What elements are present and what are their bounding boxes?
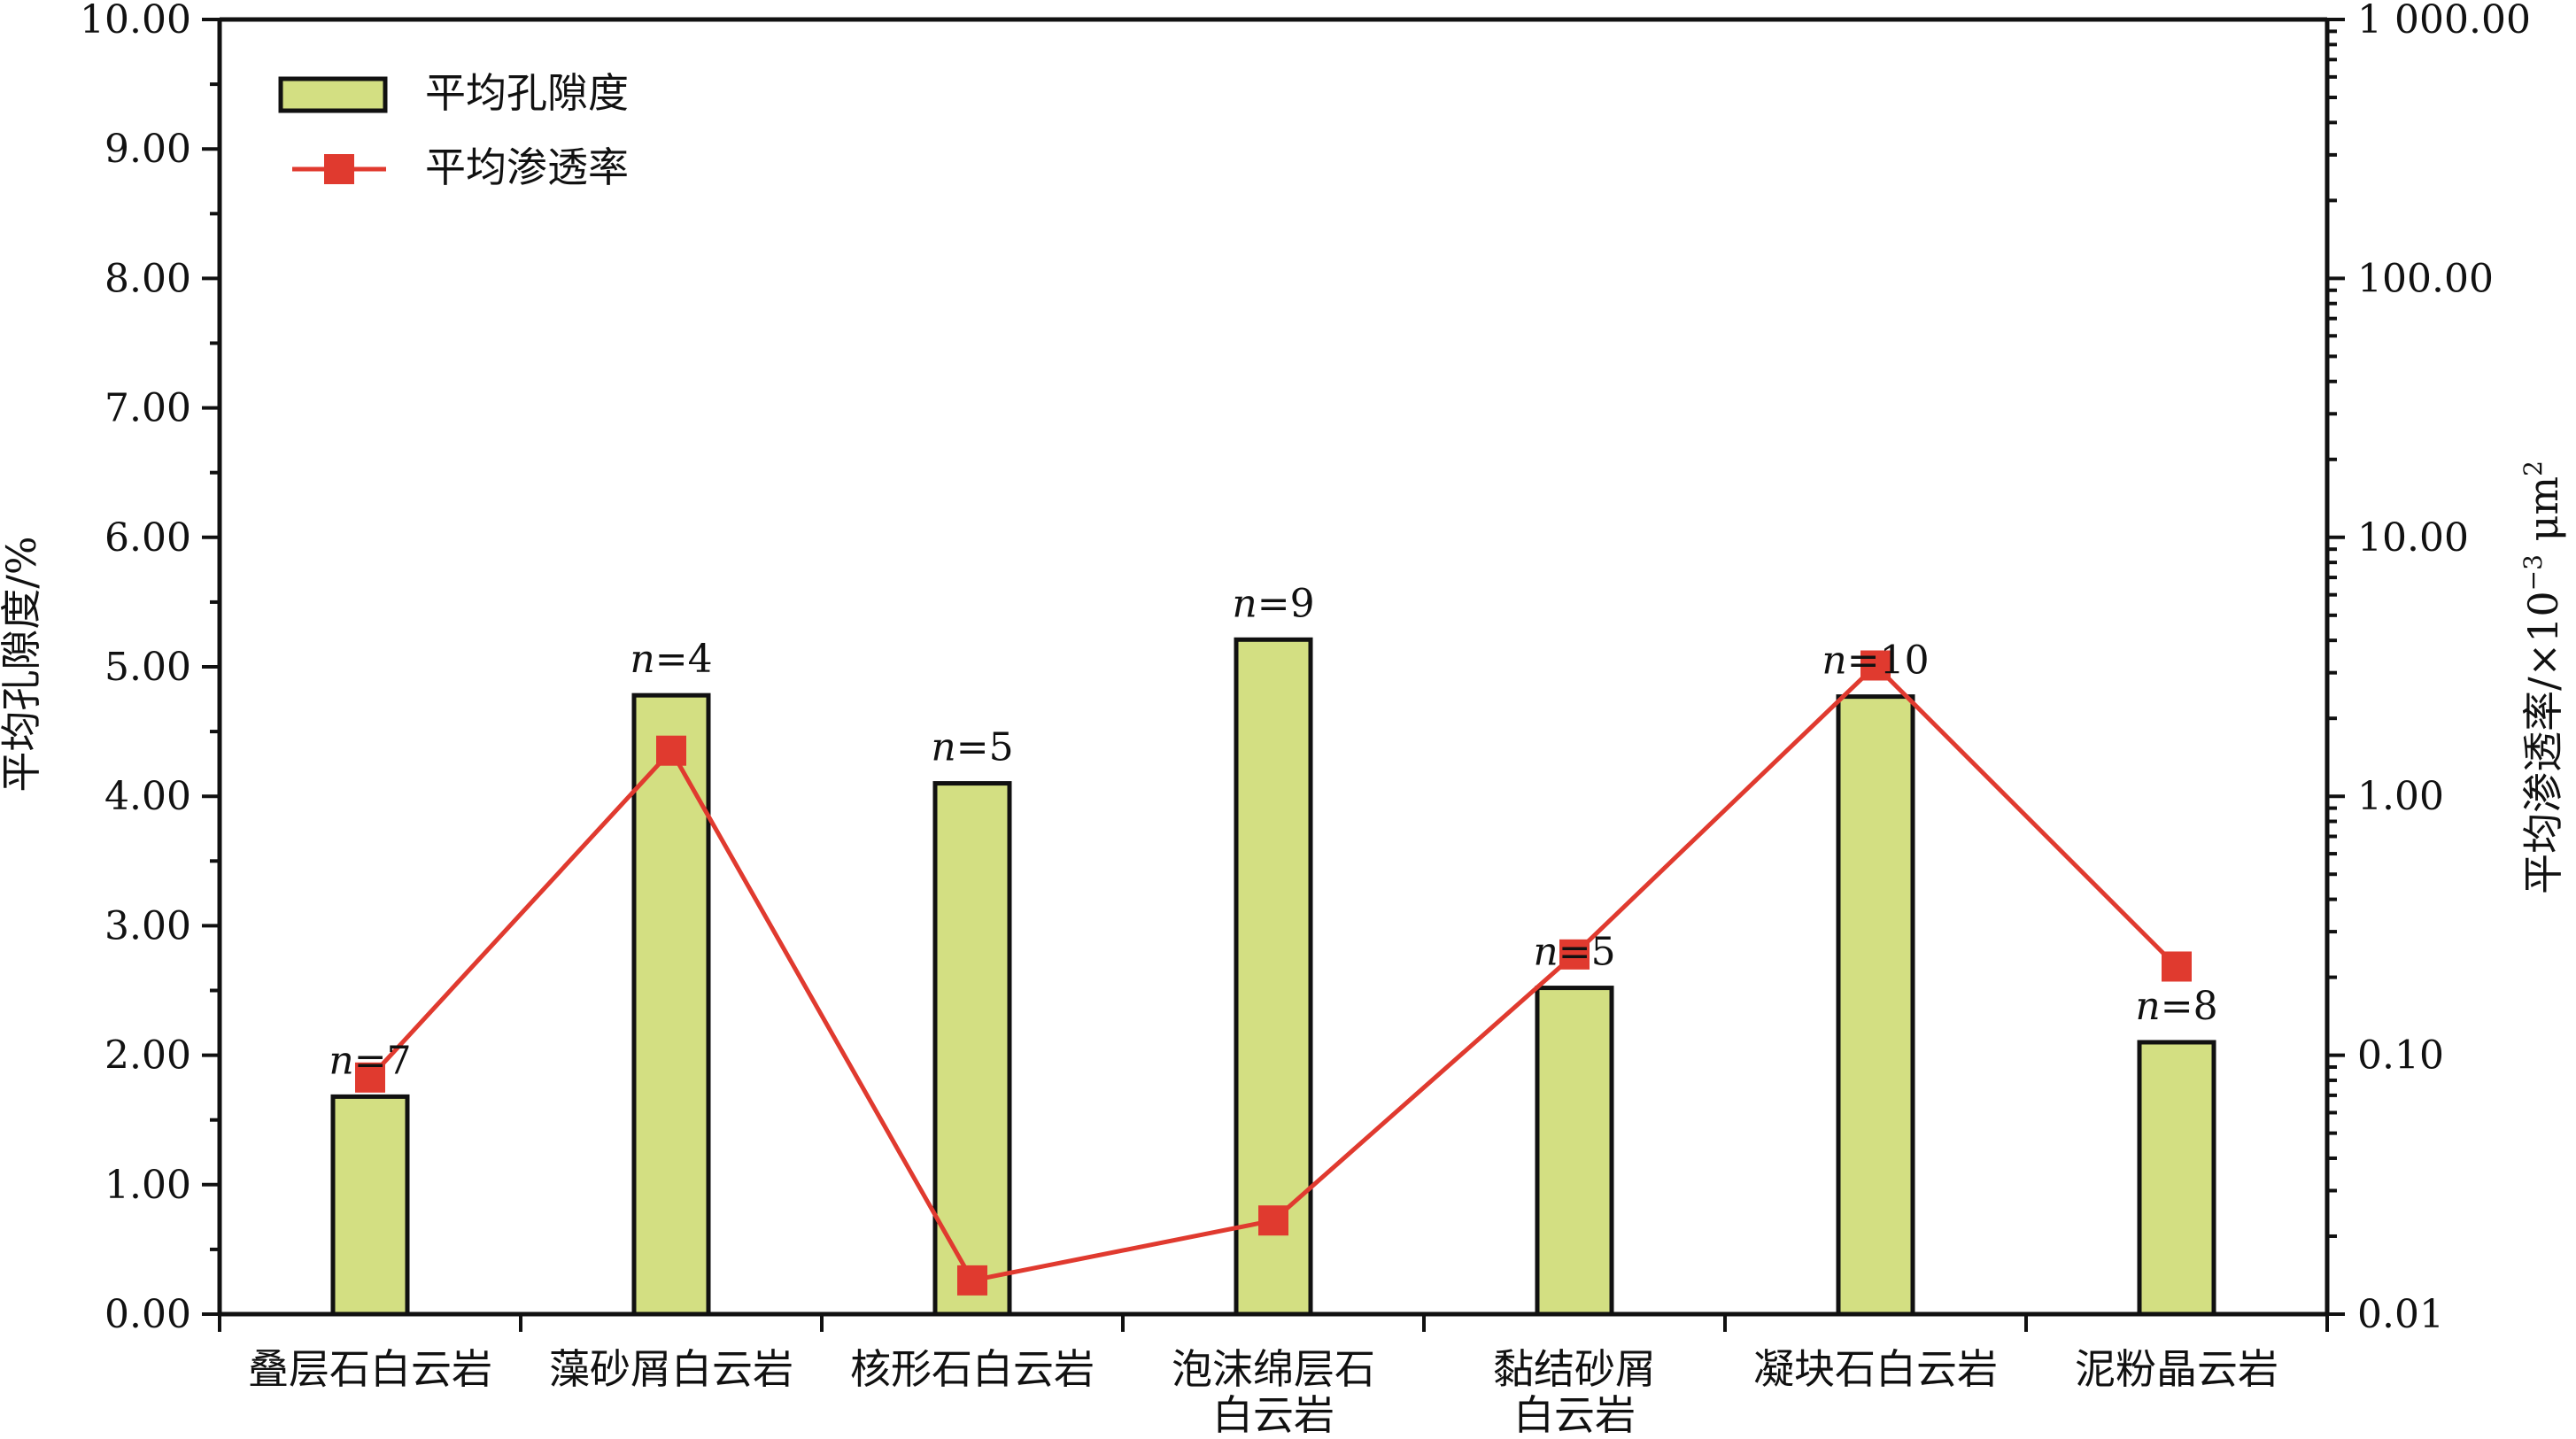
sample-count-symbol: n bbox=[329, 1038, 353, 1083]
legend-bar-swatch bbox=[278, 76, 388, 113]
legend: 平均孔隙度 平均渗透率 bbox=[278, 69, 629, 191]
sample-count-label: n=7 bbox=[329, 1038, 411, 1083]
right-axis-title-unit: μm bbox=[2519, 476, 2567, 554]
left-y-axis: 0.00 1.00 2.00 3.00 4.00 5.00 6.00 7.00 8.00 9.00… bbox=[80, 0, 220, 1337]
right-tick-label: 1 000.00 bbox=[2357, 0, 2531, 43]
porosity-bar bbox=[631, 692, 711, 1317]
permeability-marker bbox=[1559, 939, 1590, 970]
left-tick-label: 5.00 bbox=[104, 645, 191, 690]
sample-count-value: =8 bbox=[2161, 984, 2218, 1029]
porosity-bar bbox=[1535, 986, 1614, 1317]
right-axis-title-main: 平均渗透率/×10 bbox=[2519, 591, 2567, 894]
sample-count-label: n=10 bbox=[1822, 638, 1929, 684]
legend-line-marker bbox=[324, 154, 354, 184]
porosity-bar bbox=[1836, 694, 1915, 1317]
left-tick-label: 10.00 bbox=[80, 0, 191, 43]
permeability-marker bbox=[355, 1062, 385, 1093]
x-axis: 叠层石白云岩 藻砂屑白云岩 核形石白云岩 泡沫绵层石白云岩黏结砂屑白云岩凝块石白云岩泥… bbox=[218, 1314, 2329, 1439]
legend-line-label: 平均渗透率 bbox=[425, 143, 629, 191]
x-category-label: 凝块石白云岩 bbox=[1753, 1345, 1998, 1393]
sample-count-label: n=5 bbox=[931, 725, 1013, 770]
sample-count-value: =7 bbox=[354, 1038, 412, 1083]
sample-count-symbol: n bbox=[1533, 930, 1558, 975]
left-tick-label: 3.00 bbox=[104, 903, 191, 948]
left-tick-label: 2.00 bbox=[104, 1033, 191, 1079]
left-tick-label: 6.00 bbox=[104, 515, 191, 561]
sample-count-value: =5 bbox=[956, 725, 1014, 770]
line-series bbox=[355, 650, 2192, 1296]
sample-count-label: n=5 bbox=[1533, 930, 1615, 975]
x-category-label: 泥粉晶云岩 bbox=[2075, 1345, 2278, 1393]
porosity-bar bbox=[932, 781, 1012, 1317]
left-tick-label: 9.00 bbox=[104, 127, 191, 172]
right-tick-label: 100.00 bbox=[2357, 256, 2494, 301]
right-axis-title-sup2: 2 bbox=[2518, 460, 2548, 476]
right-axis-title: 平均渗透率/×10−3 μm2 bbox=[2518, 460, 2567, 894]
legend-bar-label: 平均孔隙度 bbox=[425, 69, 629, 117]
right-axis-title-sup1: −3 bbox=[2518, 554, 2548, 591]
sample-count-symbol: n bbox=[1822, 638, 1846, 684]
sample-count-symbol: n bbox=[931, 725, 955, 770]
sample-count-labels: n=7n=4n=5n=9n=5n=10n=8 bbox=[329, 581, 2217, 1083]
porosity-bar bbox=[2137, 1040, 2216, 1317]
x-category-label: 藻砂屑白云岩 bbox=[549, 1345, 793, 1393]
left-tick-label: 8.00 bbox=[104, 256, 191, 301]
left-tick-label: 0.00 bbox=[104, 1292, 191, 1337]
right-tick-label: 0.01 bbox=[2357, 1292, 2444, 1337]
sample-count-value: =9 bbox=[1257, 581, 1315, 626]
porosity-bar bbox=[1234, 637, 1313, 1317]
sample-count-value: =5 bbox=[1559, 930, 1616, 975]
sample-count-label: n=8 bbox=[2135, 984, 2217, 1029]
right-y-axis: 0.01 0.10 1.00 10.00 100.00 1 000.00 bbox=[2327, 0, 2531, 1337]
x-category-label: 白云岩 bbox=[1513, 1391, 1636, 1439]
right-tick-label: 1.00 bbox=[2357, 774, 2444, 819]
x-category-label: 叠层石白云岩 bbox=[248, 1345, 492, 1393]
permeability-marker bbox=[1860, 650, 1891, 681]
sample-count-symbol: n bbox=[630, 637, 654, 682]
bar-series bbox=[330, 637, 2216, 1317]
right-tick-label: 10.00 bbox=[2357, 515, 2469, 561]
left-tick-label: 4.00 bbox=[104, 774, 191, 819]
permeability-marker bbox=[957, 1265, 987, 1296]
permeability-marker bbox=[656, 735, 686, 766]
sample-count-label: n=4 bbox=[630, 637, 712, 682]
porosity-bar bbox=[330, 1094, 410, 1317]
left-tick-label: 7.00 bbox=[104, 386, 191, 431]
x-category-label: 黏结砂屑 bbox=[1493, 1345, 1656, 1393]
sample-count-symbol: n bbox=[1232, 581, 1257, 626]
x-category-label: 泡沫绵层石 bbox=[1172, 1345, 1375, 1393]
sample-count-value: =4 bbox=[655, 637, 713, 682]
sample-count-value: =10 bbox=[1847, 638, 1930, 684]
x-category-label: 核形石白云岩 bbox=[850, 1345, 1095, 1393]
sample-count-label: n=9 bbox=[1232, 581, 1314, 626]
permeability-marker bbox=[2162, 951, 2192, 982]
x-category-label: 白云岩 bbox=[1212, 1391, 1334, 1439]
right-tick-label: 0.10 bbox=[2357, 1033, 2444, 1079]
left-tick-label: 1.00 bbox=[104, 1163, 191, 1208]
permeability-marker bbox=[1258, 1205, 1288, 1236]
sample-count-symbol: n bbox=[2135, 984, 2160, 1029]
left-axis-title: 平均孔隙度/% bbox=[0, 536, 45, 792]
